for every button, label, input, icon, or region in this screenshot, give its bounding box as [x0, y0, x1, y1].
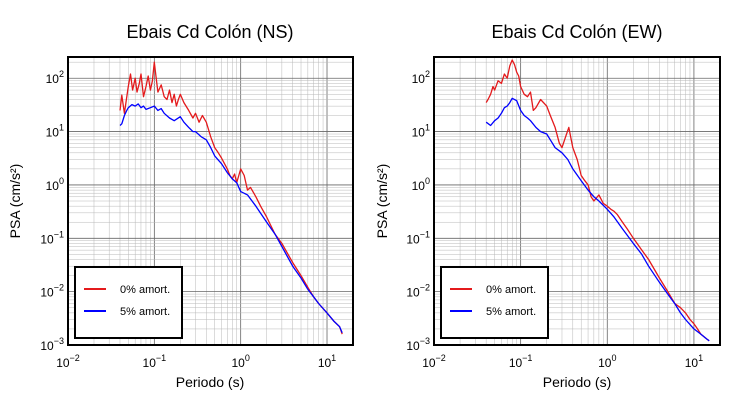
series-lines: [119, 61, 343, 335]
x-tick-label: 10−1: [143, 353, 167, 370]
y-tick-label: 10−1: [406, 229, 430, 246]
panel-ns: Ebais Cd Colón (NS) 10−2 10−1 100 101 10−31…: [7, 22, 354, 390]
x-tick-labels: 10−2 10−1 100 101: [422, 353, 703, 370]
chart-title: Ebais Cd Colón (EW): [491, 22, 662, 42]
x-axis-label: Periodo (s): [176, 374, 244, 390]
legend-label-5pct: 5% amort.: [486, 306, 536, 318]
legend: 0% amort. 5% amort.: [440, 266, 549, 339]
x-tick-label: 101: [318, 353, 336, 370]
x-tick-label: 10−2: [56, 353, 80, 370]
series-line-5pct: [119, 103, 343, 333]
legend-box: [440, 266, 549, 339]
y-tick-label: 10−3: [40, 336, 64, 353]
x-tick-label: 10−2: [422, 353, 446, 370]
legend-box: [74, 266, 183, 339]
plot-frame: [433, 56, 721, 346]
y-tick-label: 101: [46, 123, 64, 140]
legend-label-0pct: 0% amort.: [120, 284, 170, 296]
legend-label-5pct: 5% amort.: [120, 306, 170, 318]
series-lines: [485, 59, 710, 342]
y-axis-label: PSA (cm/s²): [374, 164, 390, 239]
y-tick-label: 10−3: [406, 336, 430, 353]
x-tick-label: 101: [685, 353, 703, 370]
chart-title: Ebais Cd Colón (NS): [126, 22, 293, 42]
x-tick-label: 100: [598, 353, 616, 370]
y-tick-label: 101: [412, 123, 430, 140]
y-tick-labels: 10−3 10−2 10−1 100 101 102: [406, 69, 430, 353]
x-tick-label: 10−1: [509, 353, 533, 370]
series-line-0pct: [119, 61, 343, 335]
y-tick-label: 102: [46, 69, 64, 86]
y-tick-label: 10−1: [40, 229, 64, 246]
legend: 0% amort. 5% amort.: [74, 266, 183, 339]
series-line-5pct: [485, 97, 710, 342]
panel-ew: Ebais Cd Colón (EW) 10−2 10−1 100 101 10−31…: [374, 22, 721, 390]
legend-label-0pct: 0% amort.: [486, 284, 536, 296]
y-tick-labels: 10−3 10−2 10−1 100 101 102: [40, 69, 64, 353]
y-tick-label: 102: [412, 69, 430, 86]
plot-frame: [67, 56, 354, 346]
y-tick-label: 100: [46, 176, 64, 193]
y-tick-label: 10−2: [406, 283, 430, 300]
y-axis-label: PSA (cm/s²): [7, 164, 23, 239]
y-tick-label: 100: [412, 176, 430, 193]
series-line-0pct: [485, 59, 710, 342]
y-tick-label: 10−2: [40, 283, 64, 300]
x-tick-label: 100: [231, 353, 249, 370]
x-axis-label: Periodo (s): [543, 374, 611, 390]
x-tick-labels: 10−2 10−1 100 101: [56, 353, 336, 370]
